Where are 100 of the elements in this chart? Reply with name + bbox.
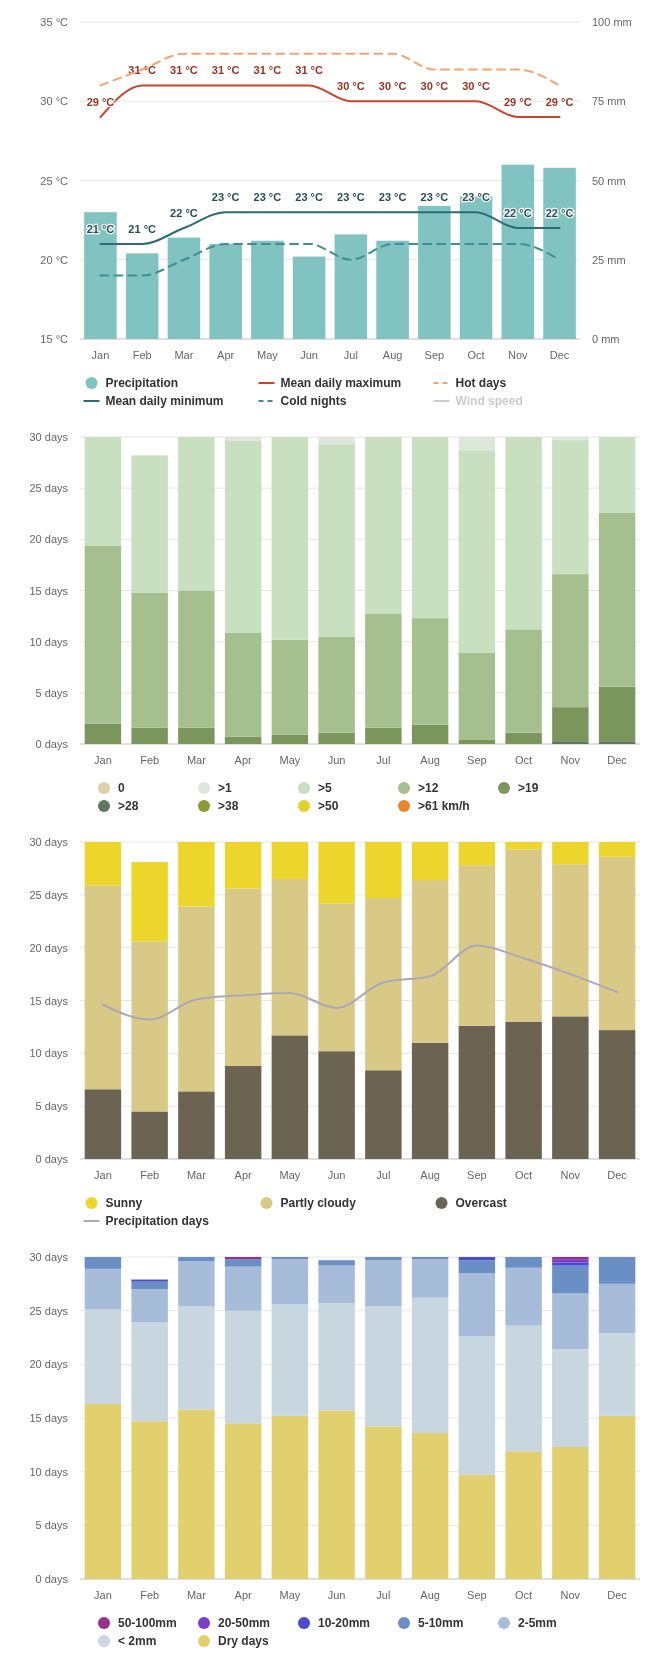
bar xyxy=(318,903,355,1052)
y-tick-label: 30 days xyxy=(29,836,69,848)
bar xyxy=(318,1410,355,1579)
bar xyxy=(418,205,451,339)
y-tick-label: 15 days xyxy=(29,994,69,1007)
y-tick-label: 15 days xyxy=(29,1412,69,1424)
y-tick-label: 0 days xyxy=(35,738,69,750)
bar xyxy=(505,1021,542,1159)
x-tick-label: Dec xyxy=(607,1169,628,1181)
bar xyxy=(598,1415,636,1579)
data-label: 22 °C xyxy=(170,207,198,220)
x-tick-label: Oct xyxy=(515,754,533,766)
x-tick-label: May xyxy=(279,1589,301,1601)
bar xyxy=(84,1404,122,1579)
bar xyxy=(411,1257,449,1260)
bar xyxy=(505,1267,542,1326)
bar xyxy=(552,1293,589,1350)
bar xyxy=(598,1333,636,1416)
bar xyxy=(411,1297,449,1434)
bar xyxy=(411,437,449,619)
bar xyxy=(84,1309,122,1405)
data-label: 22 °C xyxy=(503,207,532,220)
y-tick-label: 20 days xyxy=(29,1358,69,1371)
bar xyxy=(411,880,449,1043)
data-label: 31 °C xyxy=(170,64,198,77)
x-tick-label: Jan xyxy=(94,1589,112,1601)
line-series xyxy=(101,944,619,1021)
legend-label: Cold nights xyxy=(280,394,347,408)
bar xyxy=(505,1325,542,1452)
data-label: 21 °C xyxy=(128,222,157,235)
x-tick-label: Sep xyxy=(424,349,445,361)
x-tick-label: Jun xyxy=(300,349,319,361)
bar xyxy=(271,842,309,879)
data-label: 23 °C xyxy=(378,191,407,204)
bar xyxy=(131,1289,168,1323)
bar xyxy=(552,741,589,744)
bar xyxy=(365,1260,402,1307)
x-tick-label: Sep xyxy=(467,1589,487,1601)
x-tick-label: Aug xyxy=(420,1169,440,1181)
y2-tick-label: 25 mm xyxy=(592,253,626,266)
bar xyxy=(552,842,589,865)
bar xyxy=(84,212,117,339)
bar xyxy=(458,842,496,866)
data-label: 23 °C xyxy=(295,191,323,204)
legend-label: Hot days xyxy=(455,376,507,390)
legend-label: Overcast xyxy=(455,1196,507,1210)
bar xyxy=(365,898,402,1071)
bar xyxy=(458,1474,496,1579)
data-label: 23 °C xyxy=(420,191,449,204)
y-tick-label: 25 days xyxy=(29,482,69,495)
bar xyxy=(178,727,215,744)
data-label: 29 °C xyxy=(503,96,532,109)
y-tick-label: 10 days xyxy=(29,1465,69,1478)
x-tick-label: Jul xyxy=(376,1589,391,1601)
bar xyxy=(411,1042,449,1159)
x-tick-label: Mar xyxy=(174,349,194,361)
legend-label: Dry days xyxy=(218,1634,270,1648)
y-tick-label: 25 °C xyxy=(40,174,69,187)
bar xyxy=(411,724,449,744)
y-tick-label: 0 days xyxy=(35,1573,69,1585)
data-label: 31 °C xyxy=(253,64,282,77)
bar xyxy=(334,234,368,339)
bar xyxy=(178,590,215,728)
y-tick-label: 25 days xyxy=(29,888,69,901)
bar xyxy=(376,240,409,339)
bar xyxy=(251,240,284,339)
bar xyxy=(458,652,496,740)
bar xyxy=(365,1257,402,1261)
x-tick-label: Nov xyxy=(560,1589,581,1601)
legend-label: >12 xyxy=(418,781,439,795)
bar xyxy=(224,1257,262,1260)
data-label: 30 °C xyxy=(378,80,407,93)
data-label: 29 °C xyxy=(545,96,574,109)
y-tick-label: 20 days xyxy=(29,941,69,954)
bar xyxy=(224,632,262,737)
bar xyxy=(84,885,122,1090)
legend-label: 50-100mm xyxy=(118,1616,177,1630)
bar xyxy=(552,1349,589,1447)
bar xyxy=(224,736,262,744)
x-tick-label: Apr xyxy=(234,1169,253,1181)
x-tick-label: Mar xyxy=(186,754,207,766)
x-tick-label: Apr xyxy=(217,349,235,361)
y-tick-label: 25 days xyxy=(29,1304,69,1317)
bar xyxy=(224,1310,262,1424)
bar xyxy=(505,732,542,744)
legend-label: 0 xyxy=(118,781,125,795)
bar xyxy=(365,1306,402,1427)
bar xyxy=(365,614,402,728)
bar xyxy=(224,888,262,1067)
x-tick-label: May xyxy=(279,1169,301,1181)
y-tick-label: 5 days xyxy=(35,1100,69,1113)
bar xyxy=(411,1259,449,1298)
y-tick-label: 30 days xyxy=(29,1251,69,1263)
x-tick-label: Oct xyxy=(515,1589,533,1601)
bar xyxy=(84,437,122,546)
x-tick-label: Jan xyxy=(91,349,110,361)
legend-label: Mean daily minimum xyxy=(105,394,224,408)
bar xyxy=(411,842,449,881)
x-tick-label: Dec xyxy=(549,349,570,361)
bar xyxy=(458,1257,496,1261)
